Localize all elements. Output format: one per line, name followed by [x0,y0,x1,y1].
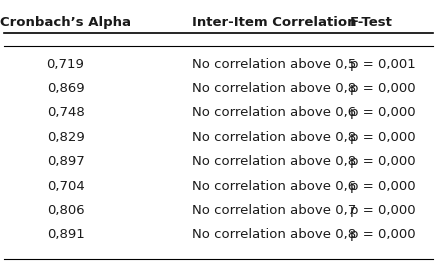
Text: 0,704: 0,704 [47,179,84,193]
Text: 0,719: 0,719 [47,58,84,71]
Text: p = 0,000: p = 0,000 [350,82,415,95]
Text: Cronbach’s Alpha: Cronbach’s Alpha [0,16,131,29]
Text: 0,897: 0,897 [47,155,84,168]
Text: No correlation above 0,8: No correlation above 0,8 [192,228,357,241]
Text: 0,806: 0,806 [47,204,84,217]
Text: 0,891: 0,891 [47,228,84,241]
Text: 0,829: 0,829 [47,131,84,144]
Text: No correlation above 0,8: No correlation above 0,8 [192,82,357,95]
Text: p = 0,001: p = 0,001 [350,58,415,71]
Text: No correlation above 0,8: No correlation above 0,8 [192,155,357,168]
Text: p = 0,000: p = 0,000 [350,204,415,217]
Text: 0,748: 0,748 [47,106,84,119]
Text: p = 0,000: p = 0,000 [350,179,415,193]
Text: p = 0,000: p = 0,000 [350,131,415,144]
Text: Inter-Item Correlation: Inter-Item Correlation [192,16,357,29]
Text: p = 0,000: p = 0,000 [350,228,415,241]
Text: p = 0,000: p = 0,000 [350,106,415,119]
Text: F-Test: F-Test [350,16,392,29]
Text: No correlation above 0,6: No correlation above 0,6 [192,106,357,119]
Text: No correlation above 0,5: No correlation above 0,5 [192,58,357,71]
Text: No correlation above 0,6: No correlation above 0,6 [192,179,357,193]
Text: No correlation above 0,7: No correlation above 0,7 [192,204,357,217]
Text: p = 0,000: p = 0,000 [350,155,415,168]
Text: No correlation above 0,8: No correlation above 0,8 [192,131,357,144]
Text: 0,869: 0,869 [47,82,84,95]
